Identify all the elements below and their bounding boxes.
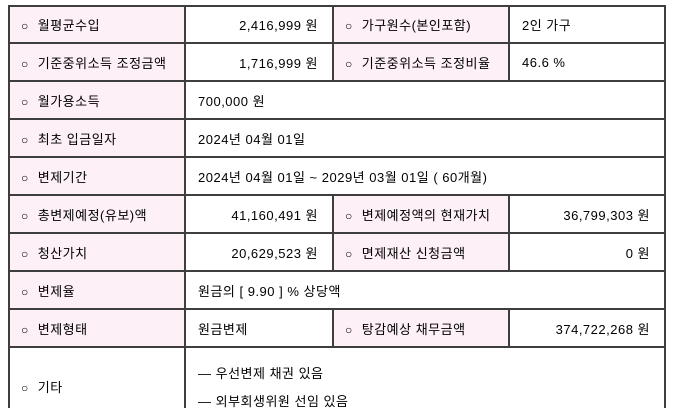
monthly-disposable-income-label: ○ 월가용소득 xyxy=(8,80,186,120)
total-expected-repayment-label: ○ 총변제예정(유보)액 xyxy=(8,194,186,234)
label-text: 변제예정액의 현재가치 xyxy=(361,207,491,223)
label-text: 변제형태 xyxy=(37,321,88,337)
table-row: ○ 월평균수입 2,416,999 원 ○ 가구원수(본인포함) 2인 가구 xyxy=(8,5,666,44)
table-row: ○ 청산가치 20,629,523 원 ○ 면제재산 신청금액 0 원 xyxy=(8,232,666,272)
liquidation-value-label: ○ 청산가치 xyxy=(8,232,186,272)
monthly-disposable-income-value: 700,000 원 xyxy=(184,80,666,120)
etc-line-external-trustee: — 외부회생위원 선임 있음 xyxy=(198,393,349,408)
table-row: ○ 최초 입금일자 2024년 04월 01일 xyxy=(8,118,666,158)
repayment-period-label: ○ 변제기간 xyxy=(8,156,186,196)
label-text: 변제기간 xyxy=(37,169,88,185)
circle-marker: ○ xyxy=(21,246,29,261)
first-deposit-date-label: ○ 최초 입금일자 xyxy=(8,118,186,158)
etc-line-priority-claim: — 우선변제 채권 있음 xyxy=(198,365,324,381)
circle-marker: ○ xyxy=(345,56,353,71)
circle-marker: ○ xyxy=(21,322,29,337)
median-income-adjustment-ratio-label: ○ 기준중위소득 조정비율 xyxy=(332,42,510,82)
repayment-type-value: 원금변제 xyxy=(184,308,334,348)
table-row: ○ 변제형태 원금변제 ○ 탕감예상 채무금액 374,722,268 원 xyxy=(8,308,666,348)
label-text: 변제율 xyxy=(37,283,76,299)
label-text: 가구원수(본인포함) xyxy=(361,18,472,33)
table-row: ○ 기준중위소득 조정금액 1,716,999 원 ○ 기준중위소득 조정비율 46… xyxy=(8,42,666,82)
label-text: 월가용소득 xyxy=(37,93,101,109)
circle-marker: ○ xyxy=(345,246,353,261)
table-row: ○ 변제율 원금의 [ 9.90 ] % 상당액 xyxy=(8,270,666,310)
label-text: 총변제예정(유보)액 xyxy=(37,207,148,223)
label-text: 탕감예상 채무금액 xyxy=(361,321,466,337)
circle-marker: ○ xyxy=(21,56,29,71)
circle-marker: ○ xyxy=(21,170,29,185)
circle-marker: ○ xyxy=(345,208,353,223)
repayment-plan-table: ○ 월평균수입 2,416,999 원 ○ 가구원수(본인포함) 2인 가구 ○ 기준… xyxy=(8,5,666,408)
repayment-type-label: ○ 변제형태 xyxy=(8,308,186,348)
circle-marker: ○ xyxy=(345,19,353,33)
median-income-adjusted-amount-value: 1,716,999 원 xyxy=(184,42,334,82)
etc-label: ○ 기타 xyxy=(8,346,186,408)
repayment-rate-label: ○ 변제율 xyxy=(8,270,186,310)
circle-marker: ○ xyxy=(21,132,29,147)
circle-marker: ○ xyxy=(21,380,29,395)
repayment-rate-value: 원금의 [ 9.90 ] % 상당액 xyxy=(184,270,666,310)
table-row: ○ 월가용소득 700,000 원 xyxy=(8,80,666,120)
label-text: 청산가치 xyxy=(37,245,88,261)
exempt-property-request-value: 0 원 xyxy=(508,232,666,272)
circle-marker: ○ xyxy=(345,322,353,337)
expected-forgiven-debt-value: 374,722,268 원 xyxy=(508,308,666,348)
liquidation-value-value: 20,629,523 원 xyxy=(184,232,334,272)
table-row: ○ 변제기간 2024년 04월 01일 ~ 2029년 03월 01일 ( 60… xyxy=(8,156,666,196)
household-members-value: 2인 가구 xyxy=(508,5,666,44)
repayment-present-value-value: 36,799,303 원 xyxy=(508,194,666,234)
circle-marker: ○ xyxy=(21,208,29,223)
label-text: 월평균수입 xyxy=(37,18,101,33)
exempt-property-request-label: ○ 면제재산 신청금액 xyxy=(332,232,510,272)
label-text: 기준중위소득 조정금액 xyxy=(37,55,167,71)
first-deposit-date-value: 2024년 04월 01일 xyxy=(184,118,666,158)
median-income-adjusted-amount-label: ○ 기준중위소득 조정금액 xyxy=(8,42,186,82)
circle-marker: ○ xyxy=(21,94,29,109)
repayment-present-value-label: ○ 변제예정액의 현재가치 xyxy=(332,194,510,234)
monthly-average-income-value: 2,416,999 원 xyxy=(184,5,334,44)
total-expected-repayment-value: 41,160,491 원 xyxy=(184,194,334,234)
median-income-adjustment-ratio-value: 46.6 % xyxy=(508,42,666,82)
table-row: ○ 기타 — 우선변제 채권 있음 — 외부회생위원 선임 있음 xyxy=(8,346,666,408)
expected-forgiven-debt-label: ○ 탕감예상 채무금액 xyxy=(332,308,510,348)
label-text: 최초 입금일자 xyxy=(37,131,117,147)
label-text: 면제재산 신청금액 xyxy=(361,245,466,261)
household-members-label: ○ 가구원수(본인포함) xyxy=(332,5,510,44)
circle-marker: ○ xyxy=(21,284,29,299)
label-text: 기준중위소득 조정비율 xyxy=(361,55,491,71)
table-row: ○ 총변제예정(유보)액 41,160,491 원 ○ 변제예정액의 현재가치 36… xyxy=(8,194,666,234)
label-text: 기타 xyxy=(37,379,63,395)
circle-marker: ○ xyxy=(21,19,29,33)
etc-value: — 우선변제 채권 있음 — 외부회생위원 선임 있음 xyxy=(184,346,666,408)
repayment-period-value: 2024년 04월 01일 ~ 2029년 03월 01일 ( 60개월) xyxy=(184,156,666,196)
monthly-average-income-label: ○ 월평균수입 xyxy=(8,5,186,44)
